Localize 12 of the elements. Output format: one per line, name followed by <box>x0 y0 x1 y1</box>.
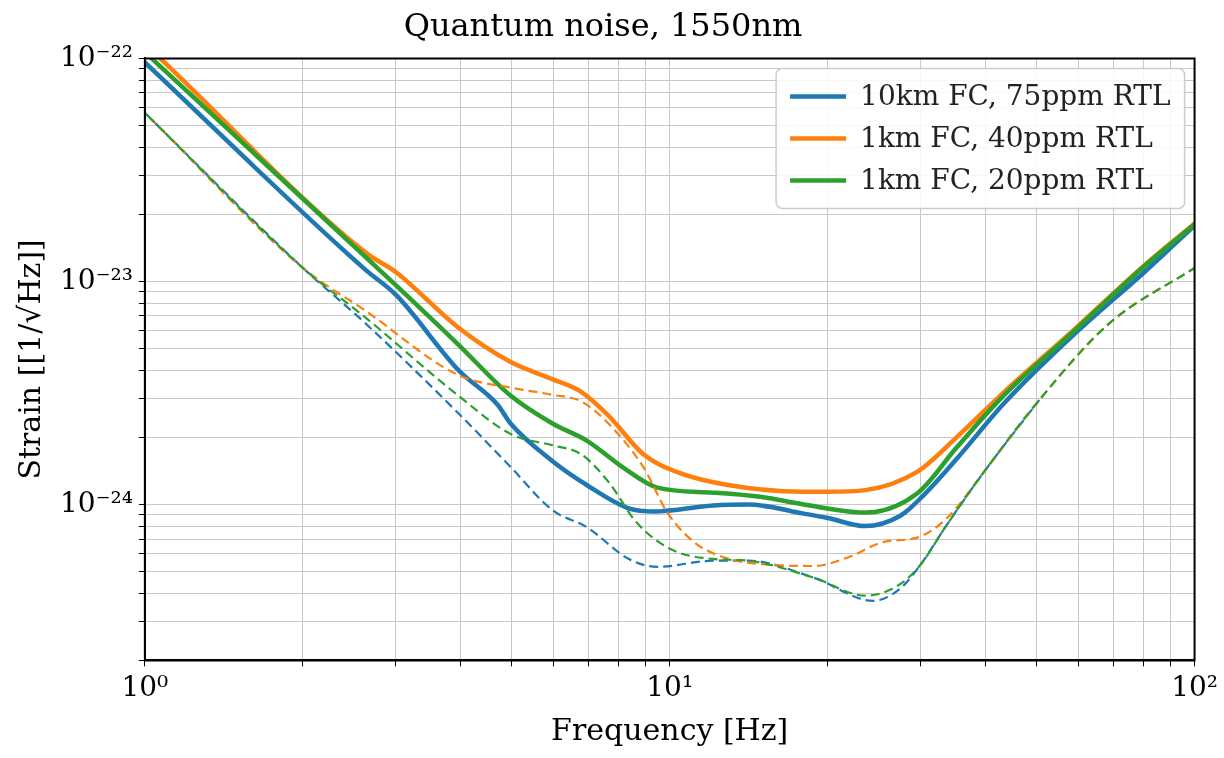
x-tick-label: 10⁰ <box>121 670 169 704</box>
y-tick-label: 10⁻²² <box>60 39 133 73</box>
y-tick-label: 10⁻²⁴ <box>60 485 133 519</box>
legend-label: 10km FC, 75ppm RTL <box>860 78 1171 112</box>
x-tick-label: 10¹ <box>646 670 694 704</box>
y-axis-title: Strain [[1/√Hz]] <box>11 239 47 480</box>
legend-label: 1km FC, 40ppm RTL <box>860 120 1153 154</box>
y-tick-label: 10⁻²³ <box>60 262 133 296</box>
x-axis-title: Frequency [Hz] <box>551 711 789 747</box>
chart-title: Quantum noise, 1550nm <box>403 5 803 44</box>
legend-label: 1km FC, 20ppm RTL <box>860 162 1153 196</box>
x-tick-label: 10² <box>1171 670 1218 704</box>
